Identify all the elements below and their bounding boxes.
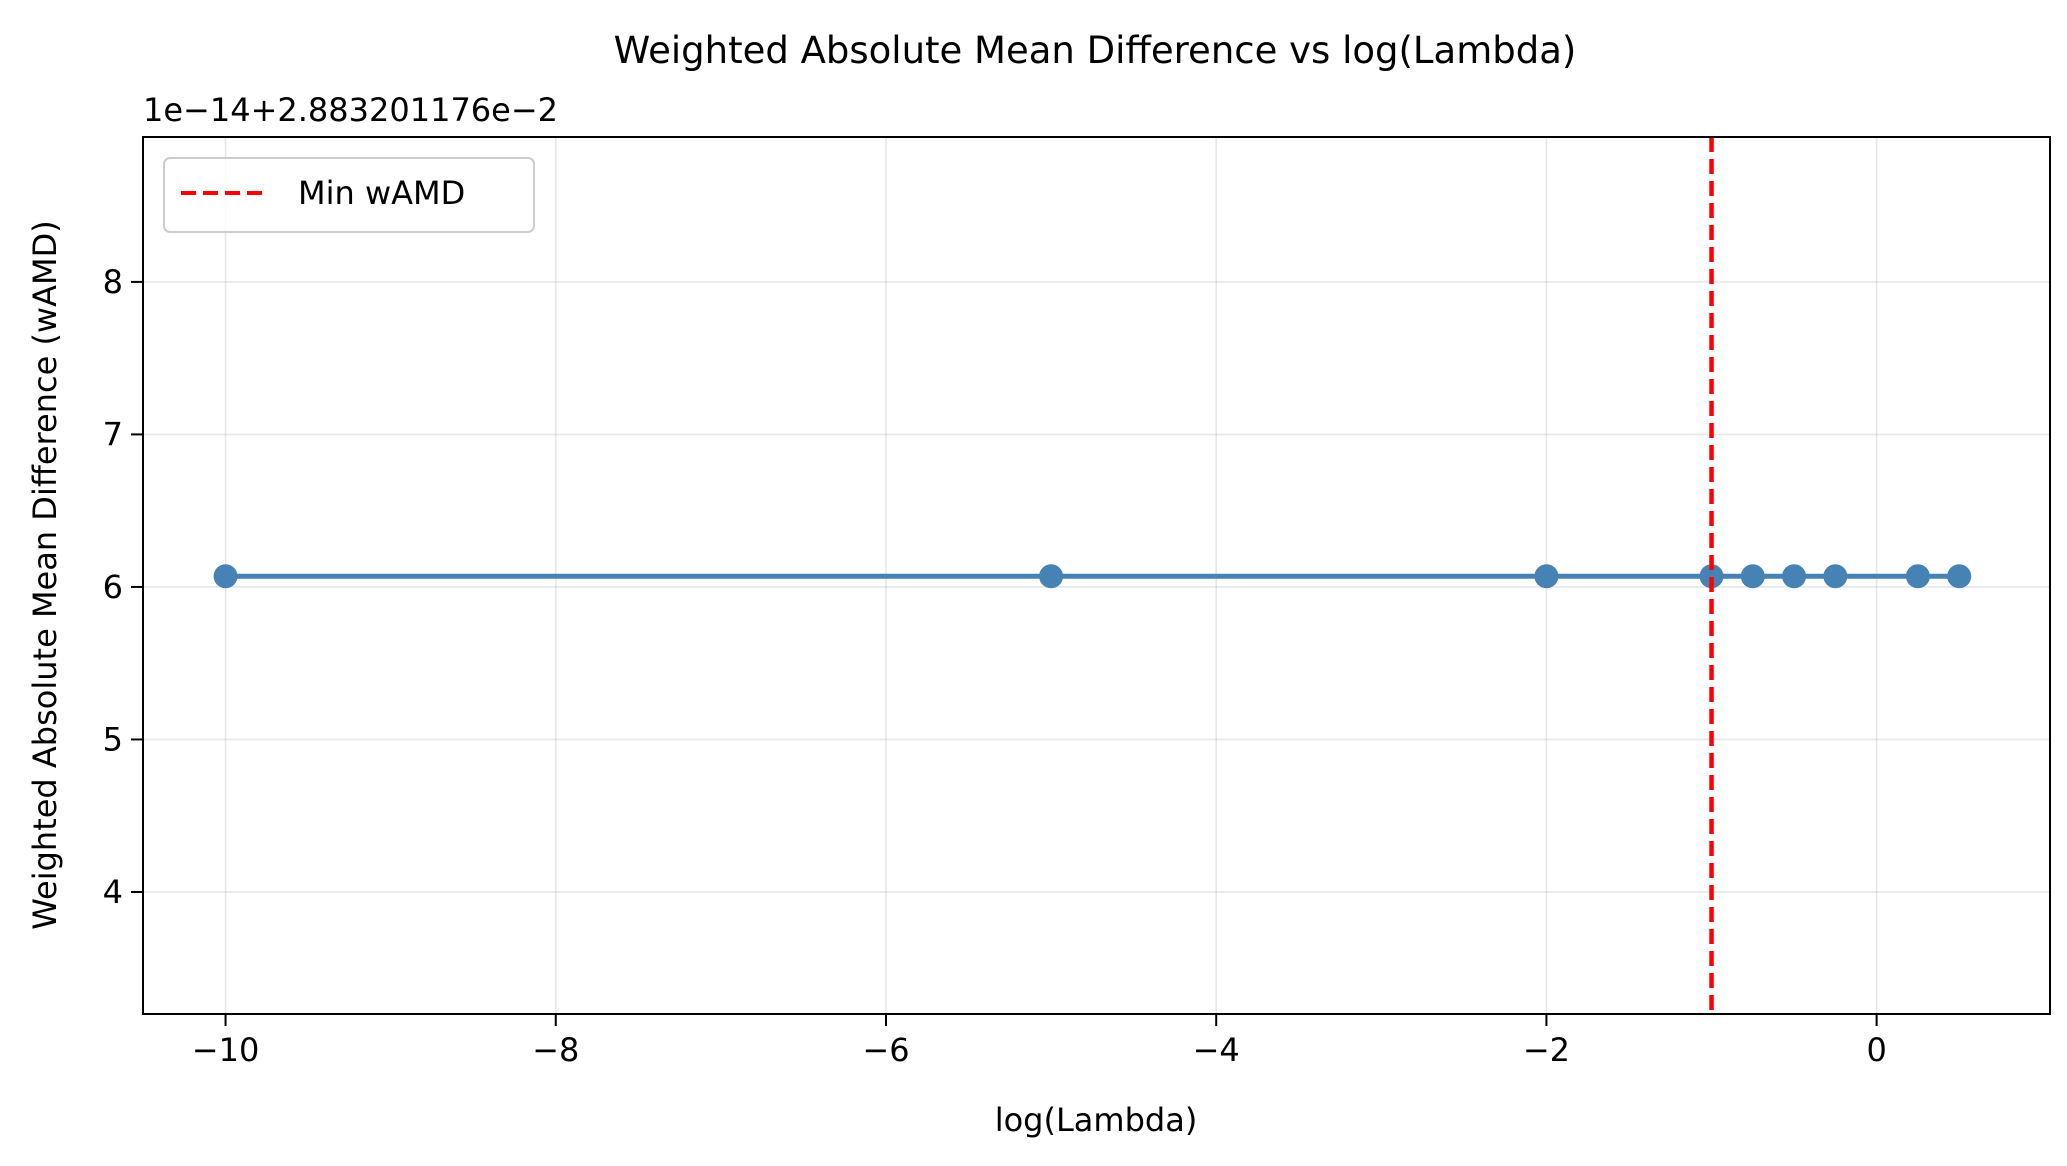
data-point-3: [1699, 564, 1724, 589]
x-tick-label: −10: [192, 1031, 260, 1069]
y-tick-label: 5: [103, 720, 123, 758]
y-tick-label: 7: [103, 415, 123, 453]
y-axis: 4 5 6 7 8: [103, 263, 143, 911]
data-point-5: [1782, 564, 1807, 589]
y-tick-label: 8: [103, 263, 123, 301]
x-tick-label: −2: [1523, 1031, 1570, 1069]
data-point-2: [1534, 564, 1559, 589]
legend: Min wAMD: [163, 157, 535, 233]
data-point-6: [1823, 564, 1848, 589]
legend-label-min-wamd: Min wAMD: [298, 174, 465, 212]
x-tick-label: −4: [1193, 1031, 1240, 1069]
chart-title: Weighted Absolute Mean Difference vs log…: [614, 29, 1577, 72]
x-tick-label: −8: [532, 1031, 579, 1069]
y-axis-offset-text: 1e−14+2.883201176e−2: [143, 91, 558, 129]
plot-frame: [142, 136, 2051, 1015]
plot-area: [213, 137, 1972, 1014]
data-point-1: [1039, 564, 1064, 589]
x-tick-label: −6: [862, 1031, 909, 1069]
x-tick-label: 0: [1866, 1031, 1886, 1069]
y-axis-label: Weighted Absolute Mean Difference (wAMD): [26, 220, 64, 929]
legend-frame: [163, 157, 535, 233]
y-tick-label: 4: [103, 873, 123, 911]
data-point-4: [1740, 564, 1765, 589]
y-tick-label: 6: [103, 568, 123, 606]
data-point-0: [213, 564, 238, 589]
data-point-8: [1947, 564, 1972, 589]
x-axis: −10 −8 −6 −4 −2 0: [192, 1014, 1887, 1069]
x-axis-label: log(Lambda): [995, 1101, 1198, 1139]
data-point-7: [1905, 564, 1930, 589]
